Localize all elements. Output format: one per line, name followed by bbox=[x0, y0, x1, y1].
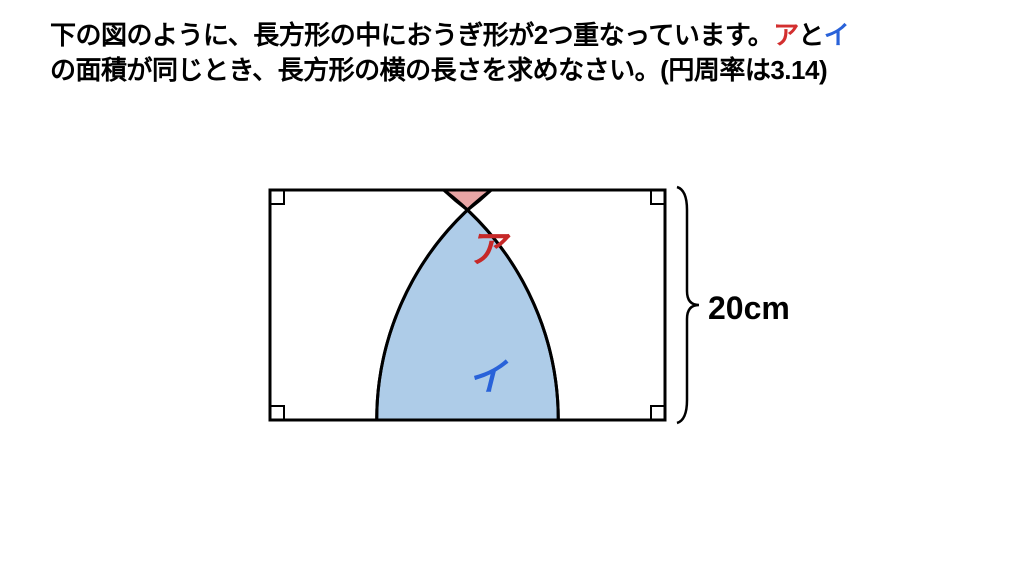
region-i-label: イ bbox=[468, 346, 506, 401]
problem-line1-part1: 下の図のように、長方形の中におうぎ形が2つ重なっています。 bbox=[50, 20, 773, 50]
region-a-label: ア bbox=[468, 218, 506, 273]
problem-statement: 下の図のように、長方形の中におうぎ形が2つ重なっています。アとイ の面積が同じと… bbox=[50, 18, 974, 88]
height-brace bbox=[677, 187, 699, 423]
height-dimension-label: 20cm bbox=[708, 290, 790, 327]
label-i-inline: イ bbox=[824, 20, 850, 50]
geometry-diagram: ア イ 20cm bbox=[230, 170, 790, 510]
label-a-inline: ア bbox=[773, 20, 798, 50]
problem-line2: の面積が同じとき、長方形の横の長さを求めなさい。(円周率は3.14) bbox=[50, 55, 827, 85]
diagram-svg bbox=[230, 170, 790, 510]
problem-line1-part2: と bbox=[798, 20, 824, 50]
